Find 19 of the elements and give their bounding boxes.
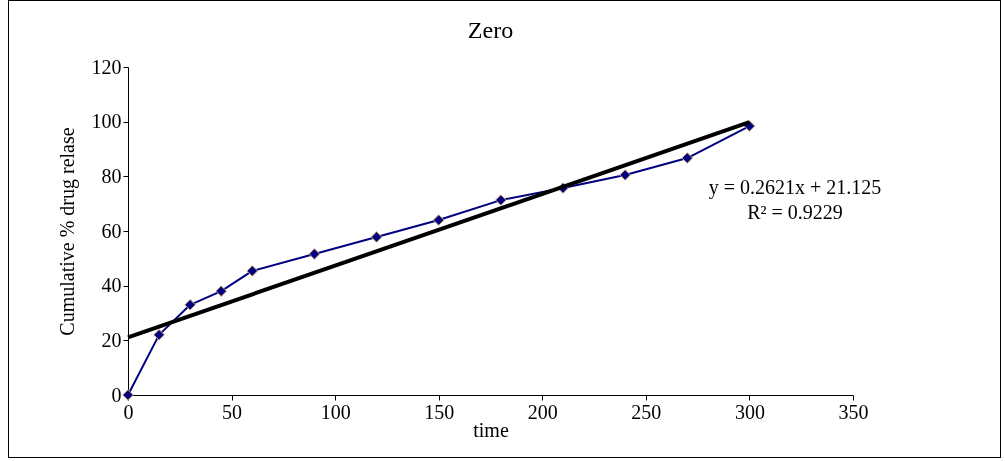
x-tick-label: 150 [424, 400, 455, 423]
y-axis-title: Cumulative % drug relase [55, 127, 79, 336]
y-tick-label: 80 [101, 164, 122, 187]
x-tick-label: 50 [222, 400, 243, 423]
y-tick-label: 0 [111, 383, 122, 406]
annotation: R² = 0.9229 [747, 201, 843, 223]
chart-title: Zero [467, 17, 514, 43]
y-tick-label: 40 [101, 274, 122, 297]
x-tick-label: 100 [320, 400, 351, 423]
y-tick-label: 20 [101, 328, 122, 351]
x-tick-label: 300 [734, 400, 765, 423]
x-tick-label: 350 [838, 400, 869, 423]
x-tick-label: 250 [631, 400, 662, 423]
annotation: y = 0.2621x + 21.125 [708, 176, 882, 199]
y-tick-label: 60 [101, 219, 122, 242]
x-tick-label: 200 [527, 400, 558, 423]
x-axis-title: time [473, 418, 509, 441]
y-tick-label: 120 [91, 55, 122, 78]
y-tick-label: 100 [91, 110, 122, 133]
